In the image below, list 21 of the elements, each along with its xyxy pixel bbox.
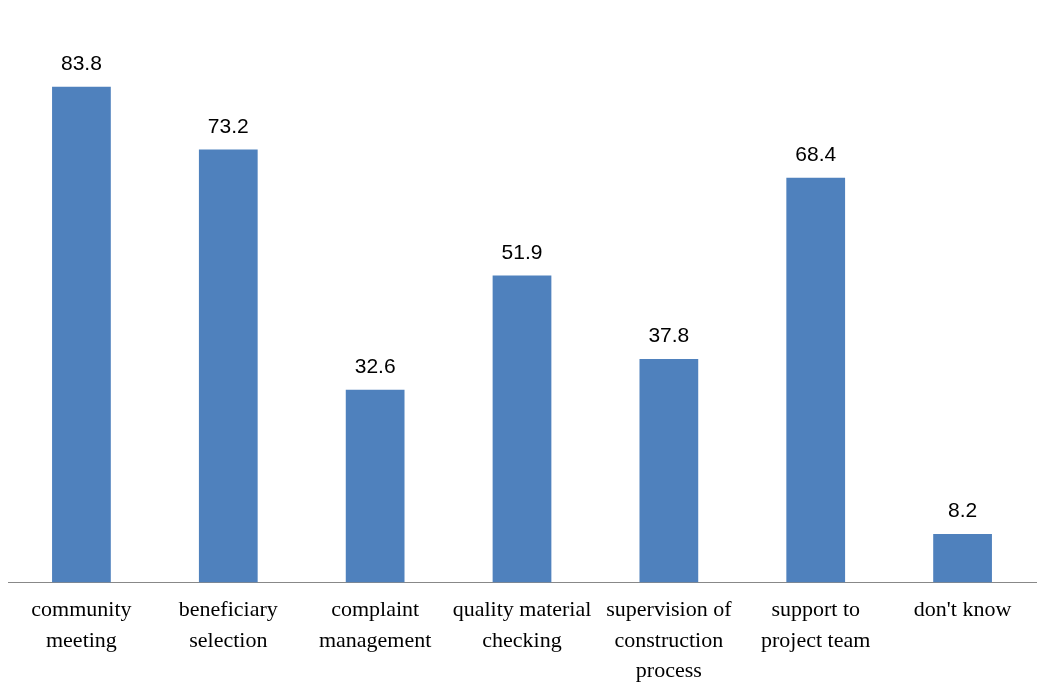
data-label: 32.6: [354, 353, 396, 377]
data-label: 83.8: [60, 50, 102, 74]
bar: [933, 534, 992, 583]
bar: [786, 177, 846, 583]
data-label: 51.9: [501, 239, 543, 263]
x-tick-label: supervision of construction process: [606, 595, 733, 683]
x-tick-label: don't know: [913, 595, 1012, 621]
bar: [345, 389, 405, 583]
bar: [639, 358, 699, 583]
bar: [52, 86, 111, 583]
x-tick-label: quality material checking: [452, 595, 592, 652]
data-label: 8.2: [947, 498, 978, 522]
x-tick-label: community meeting: [31, 595, 132, 652]
x-tick-label: beneficiary selection: [178, 595, 278, 652]
x-tick-label: support to project team: [761, 595, 871, 652]
data-label: 73.2: [207, 113, 249, 137]
x-tick-label: complaint management: [318, 595, 432, 652]
bar: [198, 149, 258, 583]
data-label: 37.8: [648, 323, 690, 347]
bar: [492, 275, 552, 583]
data-label: 68.4: [795, 142, 837, 166]
